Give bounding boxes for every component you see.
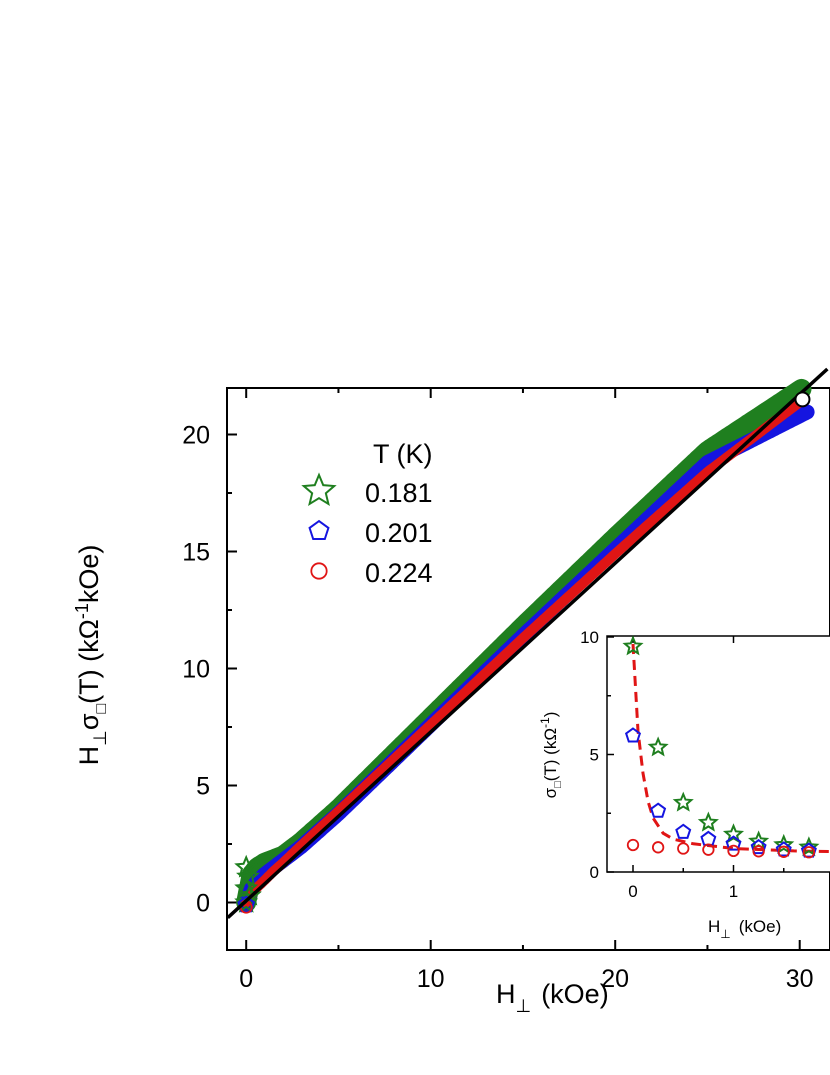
legend-marker-star bbox=[301, 472, 337, 507]
inset-data-point-0.224 bbox=[626, 838, 640, 852]
linear-fit-line bbox=[226, 367, 829, 920]
inset-x-tick-label: 1 bbox=[729, 882, 738, 901]
data-point bbox=[234, 854, 259, 878]
x-axis-label: H⊥ (kOe) bbox=[496, 979, 609, 1016]
inset-data-point-0.201 bbox=[725, 835, 742, 851]
inset-data-point-0.181 bbox=[622, 635, 644, 656]
inset-data-point-0.224 bbox=[677, 842, 690, 855]
inset-y-tick-label: 5 bbox=[590, 746, 599, 765]
inset-axis-ticks: 0120510 bbox=[580, 628, 830, 901]
inset-data-point-0.224 bbox=[702, 843, 715, 856]
main-plot-data bbox=[226, 367, 829, 920]
inset-data-point-0.224 bbox=[802, 846, 816, 859]
inset-x-tick-label: 0 bbox=[628, 882, 637, 901]
legend-marker-circle bbox=[310, 562, 328, 580]
data-point bbox=[794, 391, 811, 408]
inset-data-point-0.181 bbox=[647, 736, 669, 757]
x-tick-label: 30 bbox=[786, 965, 814, 993]
inset-y-tick-label: 0 bbox=[590, 863, 599, 882]
y-tick-label: 0 bbox=[196, 890, 210, 918]
inset-data-point-0.181 bbox=[773, 833, 795, 854]
inset-data-point-0.224 bbox=[727, 844, 740, 857]
legend-marker-pentagon bbox=[308, 519, 330, 541]
legend-label: 0.224 bbox=[365, 558, 433, 588]
data-point bbox=[237, 895, 256, 913]
data-point bbox=[234, 889, 259, 913]
inset-data-point-0.181 bbox=[798, 836, 820, 857]
inset-y-tick-label: 10 bbox=[580, 628, 599, 647]
inset-data-point-0.224 bbox=[752, 845, 765, 858]
x-tick-label: 20 bbox=[601, 965, 629, 993]
inset-data-point-0.201 bbox=[775, 841, 792, 857]
y-tick-label: 15 bbox=[182, 539, 210, 567]
data-band-0.224 bbox=[241, 395, 807, 908]
inset-data-point-0.224 bbox=[651, 841, 665, 854]
inset-data-point-0.201 bbox=[624, 727, 642, 743]
inset-data-point-0.201 bbox=[675, 823, 692, 839]
inset-data-point-0.181 bbox=[672, 791, 694, 812]
y-tick-label: 5 bbox=[196, 773, 210, 801]
legend-label: 0.181 bbox=[365, 478, 433, 508]
inset-data-point-0.181 bbox=[722, 823, 745, 844]
inset-x-axis-label: H⊥ (kOe) bbox=[708, 917, 781, 941]
y-tick-label: 20 bbox=[182, 422, 210, 450]
x-tick-label: 10 bbox=[417, 965, 445, 993]
legend-label: 0.201 bbox=[365, 518, 433, 548]
y-tick-label: 10 bbox=[182, 656, 210, 684]
inset-plot-data bbox=[622, 635, 830, 859]
legend: T (K) 0.181 0.201 0.224 bbox=[301, 439, 433, 588]
inset-data-point-0.224 bbox=[777, 845, 790, 858]
inset-data-point-0.181 bbox=[697, 811, 719, 832]
y-axis-label: H⊥σ□(T) (kΩ-1kOe) bbox=[72, 545, 110, 766]
x-tick-label: 0 bbox=[239, 965, 253, 993]
inset-data-point-0.201 bbox=[750, 838, 767, 855]
legend-title: T (K) bbox=[373, 439, 433, 469]
inset-data-point-0.201 bbox=[650, 802, 667, 818]
inset-y-axis-label: σ□(T) (kΩ-1) bbox=[538, 712, 564, 799]
inset-background bbox=[607, 636, 830, 872]
